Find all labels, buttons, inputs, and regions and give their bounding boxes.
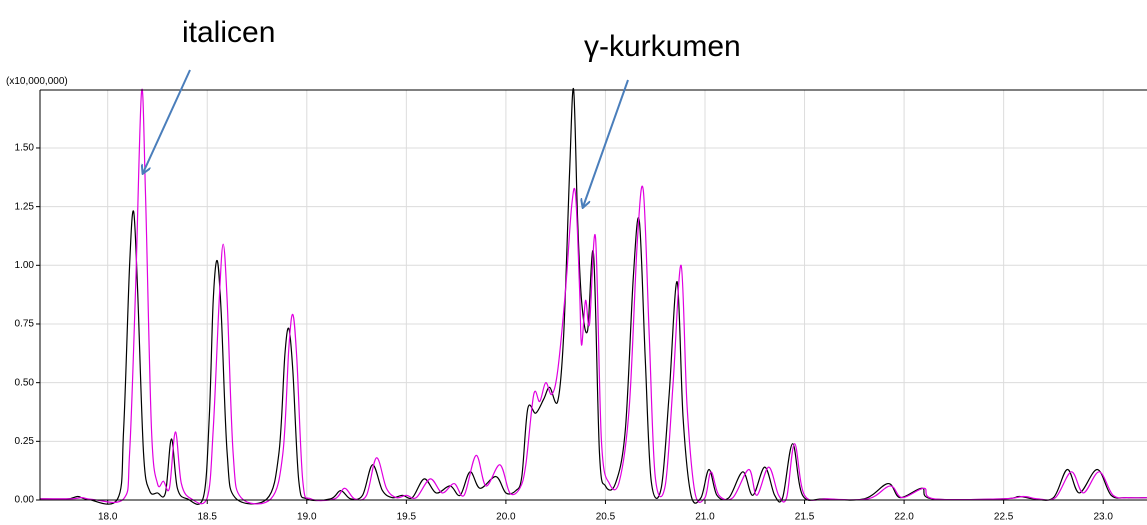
arrow	[143, 69, 191, 173]
y-multiplier: (x10,000,000)	[6, 76, 68, 87]
annotation: italicen	[182, 16, 275, 49]
y-tick-label: 0.50	[15, 377, 35, 388]
x-tick-label: 19.5	[397, 512, 417, 523]
y-tick-label: 0.25	[15, 436, 35, 447]
annotation: γ-kurkumen	[584, 30, 741, 63]
y-tick-label: 1.25	[15, 201, 35, 212]
x-tick-label: 18.0	[98, 512, 118, 523]
x-tick-label: 23.0	[1093, 512, 1113, 523]
arrow	[583, 79, 629, 207]
x-tick-label: 19.0	[297, 512, 317, 523]
x-tick-label: 20.5	[596, 512, 616, 523]
x-tick-label: 22.0	[894, 512, 914, 523]
x-tick-label: 21.0	[695, 512, 715, 523]
series-line	[39, 87, 1147, 505]
x-tick-label: 18.5	[198, 512, 218, 523]
y-tick-label: 1.50	[15, 143, 35, 154]
y-tick-label: 1.00	[15, 260, 35, 271]
y-tick-label: 0.75	[15, 319, 35, 330]
x-tick-label: 21.5	[795, 512, 815, 523]
x-tick-label: 22.5	[994, 512, 1014, 523]
x-tick-label: 20.0	[496, 512, 516, 523]
series-line	[39, 88, 1147, 505]
y-tick-label: 0.00	[15, 495, 35, 506]
